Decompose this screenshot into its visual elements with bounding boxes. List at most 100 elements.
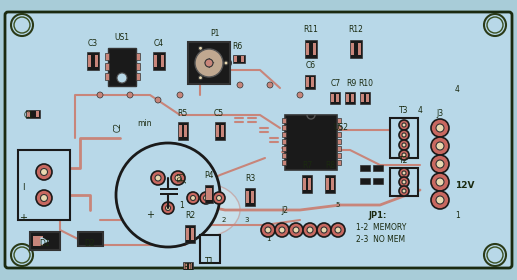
- Circle shape: [151, 171, 165, 185]
- Bar: [160, 188, 178, 190]
- Circle shape: [431, 173, 449, 191]
- Bar: [305, 75, 315, 89]
- Bar: [183, 262, 193, 270]
- Circle shape: [279, 227, 285, 233]
- Circle shape: [487, 17, 503, 33]
- Text: C6: C6: [306, 61, 316, 70]
- Text: R9: R9: [346, 79, 356, 88]
- Bar: [246, 191, 249, 203]
- Text: R5: R5: [177, 109, 187, 118]
- Bar: [390, 168, 418, 196]
- Circle shape: [224, 61, 228, 65]
- Circle shape: [11, 14, 33, 36]
- Circle shape: [399, 140, 409, 150]
- Bar: [346, 94, 349, 102]
- Bar: [337, 146, 341, 151]
- Circle shape: [204, 195, 208, 200]
- Text: D1: D1: [40, 239, 50, 248]
- Circle shape: [399, 177, 409, 187]
- Bar: [337, 153, 341, 158]
- Circle shape: [487, 247, 503, 263]
- Circle shape: [331, 223, 345, 237]
- Bar: [351, 94, 354, 102]
- Text: R1: R1: [183, 263, 193, 272]
- Bar: [215, 122, 225, 140]
- Circle shape: [162, 202, 174, 214]
- Circle shape: [431, 119, 449, 137]
- Circle shape: [175, 175, 181, 181]
- Bar: [373, 178, 383, 184]
- FancyBboxPatch shape: [5, 12, 512, 268]
- Circle shape: [275, 223, 289, 237]
- Circle shape: [335, 227, 341, 233]
- Bar: [27, 111, 30, 117]
- Bar: [282, 132, 286, 137]
- Circle shape: [195, 73, 205, 83]
- Circle shape: [402, 180, 406, 184]
- Circle shape: [177, 92, 183, 98]
- Bar: [345, 92, 355, 104]
- Text: P1: P1: [210, 29, 220, 38]
- Text: R10: R10: [358, 79, 373, 88]
- Bar: [330, 92, 340, 104]
- Bar: [282, 125, 286, 130]
- Bar: [161, 55, 164, 67]
- Bar: [331, 94, 334, 102]
- Circle shape: [484, 14, 506, 36]
- Bar: [136, 63, 140, 70]
- Circle shape: [165, 206, 171, 211]
- Text: D2: D2: [85, 239, 95, 248]
- Bar: [305, 40, 317, 58]
- Circle shape: [195, 49, 223, 77]
- Circle shape: [261, 223, 275, 237]
- Circle shape: [127, 92, 133, 98]
- Text: R3: R3: [245, 174, 255, 183]
- Circle shape: [36, 164, 52, 180]
- Text: J3: J3: [436, 109, 444, 118]
- Text: 1: 1: [179, 201, 185, 210]
- Text: +: +: [19, 213, 27, 223]
- Bar: [360, 165, 370, 171]
- Bar: [350, 40, 362, 58]
- Circle shape: [171, 171, 185, 185]
- Bar: [205, 185, 213, 203]
- Text: US2: US2: [333, 123, 348, 132]
- Bar: [360, 92, 370, 104]
- Text: P4: P4: [204, 171, 214, 180]
- Bar: [136, 73, 140, 80]
- Circle shape: [431, 191, 449, 209]
- Text: 3: 3: [245, 217, 249, 223]
- Circle shape: [116, 143, 220, 247]
- Circle shape: [484, 244, 506, 266]
- Circle shape: [40, 169, 48, 176]
- Text: +: +: [146, 210, 154, 220]
- Bar: [313, 43, 316, 55]
- Circle shape: [297, 92, 303, 98]
- Circle shape: [40, 195, 48, 202]
- Bar: [18, 150, 70, 220]
- Circle shape: [36, 190, 52, 206]
- Bar: [373, 165, 383, 171]
- Text: R7: R7: [302, 161, 312, 170]
- Bar: [331, 178, 334, 190]
- Bar: [325, 175, 335, 193]
- Text: R2: R2: [185, 211, 195, 220]
- Text: +: +: [203, 55, 216, 71]
- Bar: [306, 77, 309, 87]
- Bar: [337, 160, 341, 165]
- Bar: [336, 94, 339, 102]
- Bar: [179, 125, 182, 137]
- Text: 2-3  NO MEM: 2-3 NO MEM: [356, 235, 405, 244]
- Bar: [178, 122, 188, 140]
- Text: 4: 4: [418, 106, 422, 115]
- Circle shape: [117, 73, 127, 83]
- Circle shape: [213, 192, 225, 204]
- Circle shape: [155, 175, 161, 181]
- Bar: [108, 48, 136, 86]
- Circle shape: [199, 46, 203, 50]
- Circle shape: [11, 244, 33, 266]
- Bar: [78, 232, 103, 246]
- Bar: [282, 118, 286, 123]
- Circle shape: [399, 186, 409, 196]
- Text: 1: 1: [266, 236, 270, 242]
